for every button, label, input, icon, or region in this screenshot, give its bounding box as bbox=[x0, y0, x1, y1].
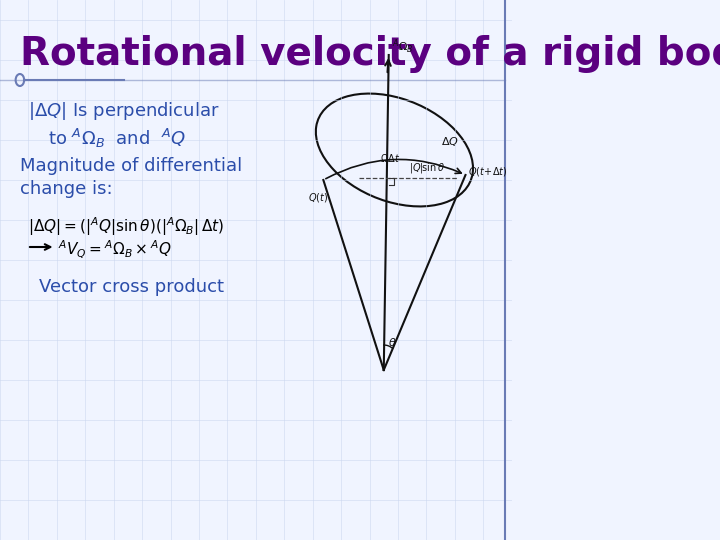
Text: $Q(t)$: $Q(t)$ bbox=[307, 191, 328, 204]
Text: ${}^A\Omega_B$: ${}^A\Omega_B$ bbox=[392, 38, 413, 56]
Text: change is:: change is: bbox=[20, 180, 112, 198]
Text: Vector cross product: Vector cross product bbox=[39, 278, 224, 296]
Text: Magnitude of differential: Magnitude of differential bbox=[20, 157, 242, 175]
Text: $Q(t\!+\!\Delta t)$: $Q(t\!+\!\Delta t)$ bbox=[467, 165, 507, 179]
Text: to ${}^A\Omega_B$  and  ${}^AQ$: to ${}^A\Omega_B$ and ${}^AQ$ bbox=[48, 127, 186, 150]
Text: $\Omega\Delta t$: $\Omega\Delta t$ bbox=[380, 152, 400, 164]
Text: $\Delta Q$: $\Delta Q$ bbox=[441, 135, 459, 148]
Text: $\theta$: $\theta$ bbox=[388, 336, 397, 348]
Text: Rotational velocity of a rigid body: Rotational velocity of a rigid body bbox=[20, 35, 720, 73]
Text: $|Q|\!\sin\theta$: $|Q|\!\sin\theta$ bbox=[409, 161, 445, 175]
Text: $|\Delta Q| = (|{}^AQ|\sin\theta)(|{}^A\Omega_B|\,\Delta t)$: $|\Delta Q| = (|{}^AQ|\sin\theta)(|{}^A\… bbox=[28, 215, 225, 238]
Text: ${}^AV_Q = {}^A\Omega_B \times {}^AQ$: ${}^AV_Q = {}^A\Omega_B \times {}^AQ$ bbox=[58, 238, 172, 260]
Text: $|\Delta Q|$ Is perpendicular: $|\Delta Q|$ Is perpendicular bbox=[28, 100, 220, 122]
Circle shape bbox=[16, 74, 24, 86]
